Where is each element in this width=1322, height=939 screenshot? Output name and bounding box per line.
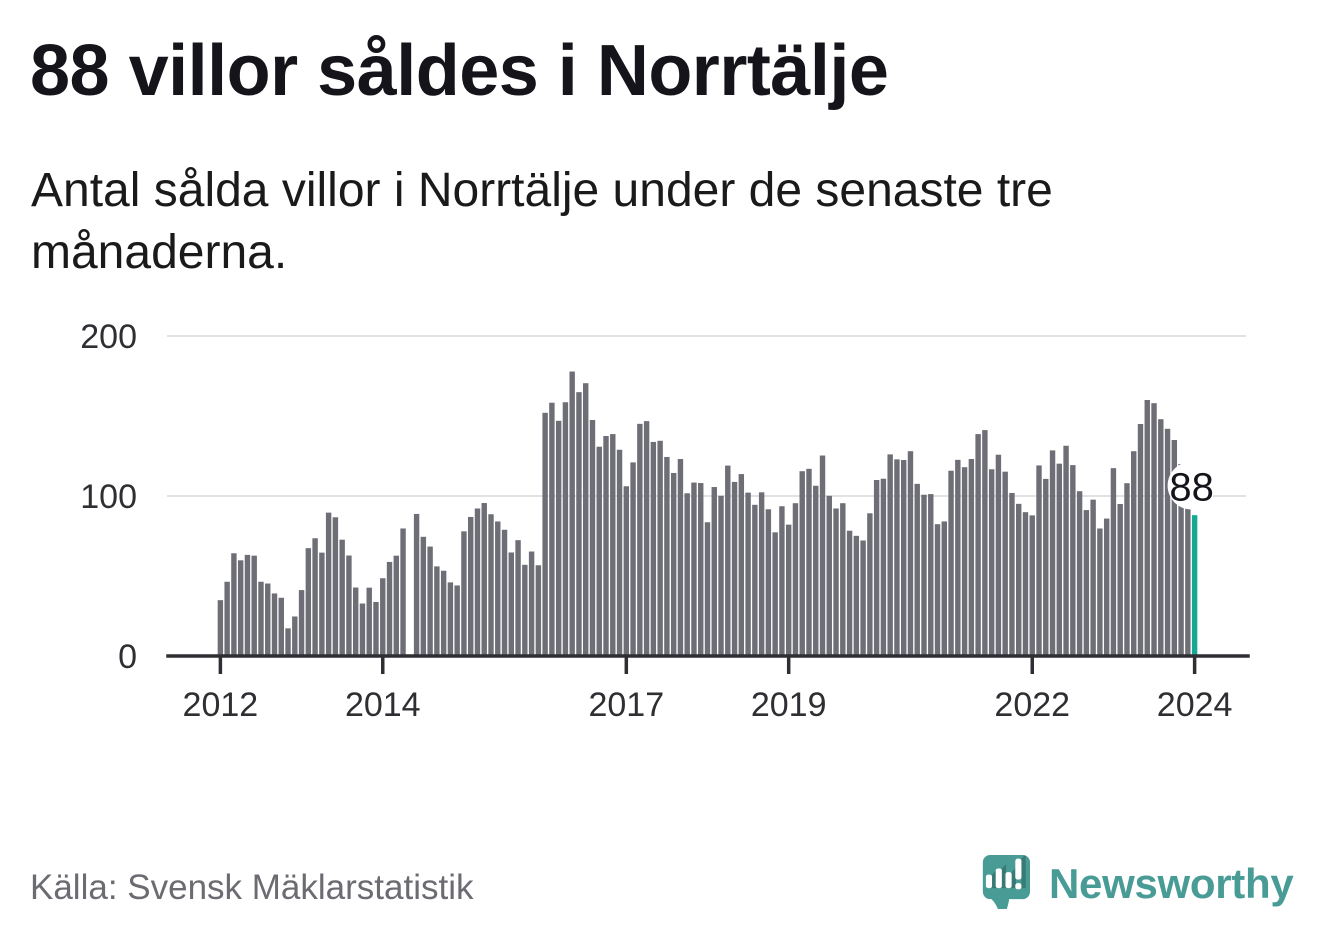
svg-text:2022: 2022 [994,686,1070,724]
svg-text:88: 88 [1169,466,1214,510]
svg-text:100: 100 [80,478,137,516]
svg-text:2019: 2019 [751,686,827,724]
svg-text:2024: 2024 [1157,686,1233,724]
svg-text:0: 0 [118,638,137,676]
svg-text:200: 200 [80,318,137,356]
svg-text:2012: 2012 [183,686,259,724]
svg-text:2017: 2017 [588,686,664,724]
svg-text:2014: 2014 [345,686,421,724]
